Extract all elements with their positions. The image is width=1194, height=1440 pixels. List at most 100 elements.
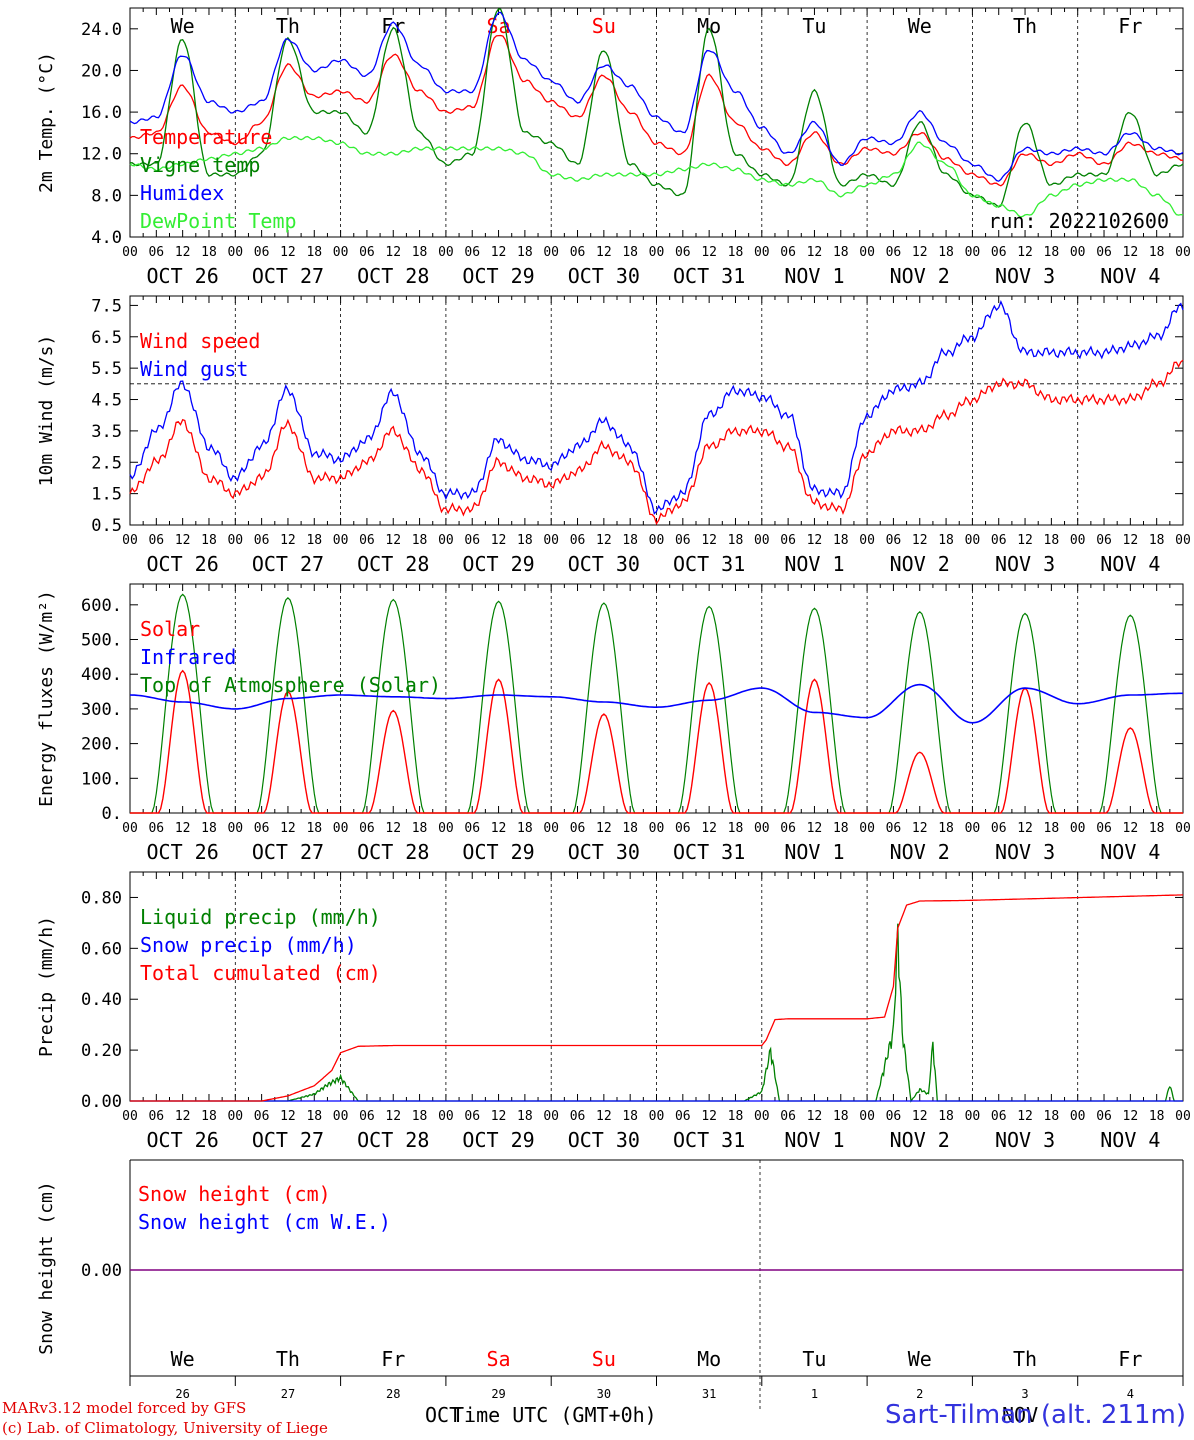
- hour-tick-label: 00: [965, 245, 981, 260]
- series-infrared: [129, 683, 1183, 724]
- legend-2-2: Top of Atmosphere (Solar): [140, 673, 441, 697]
- hour-tick-label: 12: [596, 245, 612, 260]
- hour-tick-label: 18: [1149, 533, 1165, 548]
- y-axis-label-2: Energy fluxes (W/m²): [36, 590, 57, 807]
- month-label-oct: OCT: [425, 1403, 462, 1427]
- y-tick-label: 5.5: [91, 359, 122, 379]
- hour-tick-label: 18: [1044, 245, 1060, 260]
- hour-tick-label: 18: [306, 1109, 322, 1124]
- y-tick-label: 24.0: [81, 20, 122, 40]
- y-tick-label: 0.80: [81, 888, 122, 908]
- day-number: 4: [1127, 1387, 1134, 1401]
- hour-tick-label: 00: [227, 245, 243, 260]
- hour-tick-label: 00: [227, 821, 243, 836]
- hour-tick-label: 18: [622, 533, 638, 548]
- hour-tick-label: 18: [201, 245, 217, 260]
- hour-tick-label: 00: [965, 1109, 981, 1124]
- hour-tick-label: 06: [780, 821, 796, 836]
- hour-tick-label: 06: [464, 1109, 480, 1124]
- hour-tick-label: 00: [965, 533, 981, 548]
- weekday-label: We: [908, 1347, 932, 1371]
- hour-tick-label: 00: [859, 821, 875, 836]
- hour-tick-label: 12: [1123, 533, 1139, 548]
- hour-tick-label: 00: [438, 821, 454, 836]
- hour-tick-label: 06: [991, 533, 1007, 548]
- hour-tick-label: 12: [701, 533, 717, 548]
- hour-tick-label: 18: [1149, 1109, 1165, 1124]
- hour-tick-label: 18: [833, 1109, 849, 1124]
- hour-tick-label: 06: [359, 533, 375, 548]
- hour-tick-label: 00: [1175, 1109, 1191, 1124]
- legend-0-1: Vigne temp: [140, 153, 260, 177]
- hour-tick-label: 12: [491, 1109, 507, 1124]
- weekday-label: Tu: [802, 14, 826, 38]
- legend-3-0: Liquid precip (mm/h): [140, 905, 381, 929]
- hour-tick-label: 06: [464, 821, 480, 836]
- series-temperature: [129, 34, 1183, 187]
- hour-tick-label: 12: [912, 821, 928, 836]
- hour-tick-label: 12: [1017, 245, 1033, 260]
- day-label: NOV 4: [1100, 1128, 1160, 1152]
- month-label-nov: NOV: [1002, 1403, 1039, 1427]
- y-tick-label: 16.0: [81, 103, 122, 123]
- day-number: 30: [597, 1387, 611, 1401]
- series-vigne-temp: [130, 8, 1184, 208]
- hour-tick-label: 12: [807, 533, 823, 548]
- weekday-label: Fr: [381, 1347, 405, 1371]
- day-label: OCT 30: [568, 840, 640, 864]
- hour-tick-label: 00: [754, 245, 770, 260]
- weekday-label: We: [171, 1347, 195, 1371]
- hour-tick-label: 06: [254, 533, 270, 548]
- hour-tick-label: 06: [570, 245, 586, 260]
- hour-tick-label: 18: [622, 1109, 638, 1124]
- hour-tick-label: 18: [201, 1109, 217, 1124]
- hour-tick-label: 12: [175, 821, 191, 836]
- hour-tick-label: 00: [333, 1109, 349, 1124]
- y-tick-label: 3.5: [91, 422, 122, 442]
- series-wind-speed: [129, 359, 1184, 526]
- day-label: NOV 1: [784, 840, 844, 864]
- hour-tick-label: 00: [649, 245, 665, 260]
- hour-tick-label: 12: [807, 245, 823, 260]
- hour-tick-label: 00: [122, 533, 138, 548]
- hour-tick-label: 12: [175, 245, 191, 260]
- weekday-label: We: [171, 14, 195, 38]
- day-number: 26: [175, 1387, 189, 1401]
- hour-tick-label: 18: [728, 245, 744, 260]
- hour-tick-label: 12: [1123, 821, 1139, 836]
- hour-tick-label: 18: [1149, 821, 1165, 836]
- y-tick-label: 200.: [81, 735, 122, 755]
- hour-tick-label: 00: [438, 245, 454, 260]
- day-label: OCT 30: [568, 552, 640, 576]
- y-tick-label: 12.0: [81, 145, 122, 165]
- day-label: OCT 28: [357, 840, 429, 864]
- hour-tick-label: 06: [254, 245, 270, 260]
- hour-tick-label: 00: [859, 1109, 875, 1124]
- hour-tick-label: 00: [227, 1109, 243, 1124]
- hour-tick-label: 18: [622, 245, 638, 260]
- hour-tick-label: 06: [254, 821, 270, 836]
- weekday-label: Th: [1013, 14, 1037, 38]
- y-axis-label-1: 10m Wind (m/s): [36, 335, 57, 487]
- hour-tick-label: 18: [938, 1109, 954, 1124]
- x-axis-title: Time UTC (GMT+0h): [452, 1403, 657, 1427]
- day-label: OCT 29: [462, 1128, 534, 1152]
- weekday-label: Tu: [802, 1347, 826, 1371]
- hour-tick-label: 12: [912, 1109, 928, 1124]
- hour-tick-label: 06: [148, 533, 164, 548]
- weekday-label: Su: [592, 1347, 616, 1371]
- hour-tick-label: 12: [912, 533, 928, 548]
- legend-3-1: Snow precip (mm/h): [140, 933, 357, 957]
- hour-tick-label: 12: [491, 821, 507, 836]
- hour-tick-label: 18: [306, 821, 322, 836]
- day-label: OCT 31: [673, 1128, 745, 1152]
- hour-tick-label: 06: [675, 821, 691, 836]
- y-axis-label-3: Precip (mm/h): [36, 916, 57, 1057]
- legend-1-0: Wind speed: [140, 329, 260, 353]
- hour-tick-label: 12: [280, 1109, 296, 1124]
- y-tick-label: 4.0: [91, 228, 122, 248]
- hour-tick-label: 06: [1096, 1109, 1112, 1124]
- day-label: NOV 4: [1100, 264, 1160, 288]
- y-tick-label: 0.60: [81, 939, 122, 959]
- day-number: 1: [811, 1387, 818, 1401]
